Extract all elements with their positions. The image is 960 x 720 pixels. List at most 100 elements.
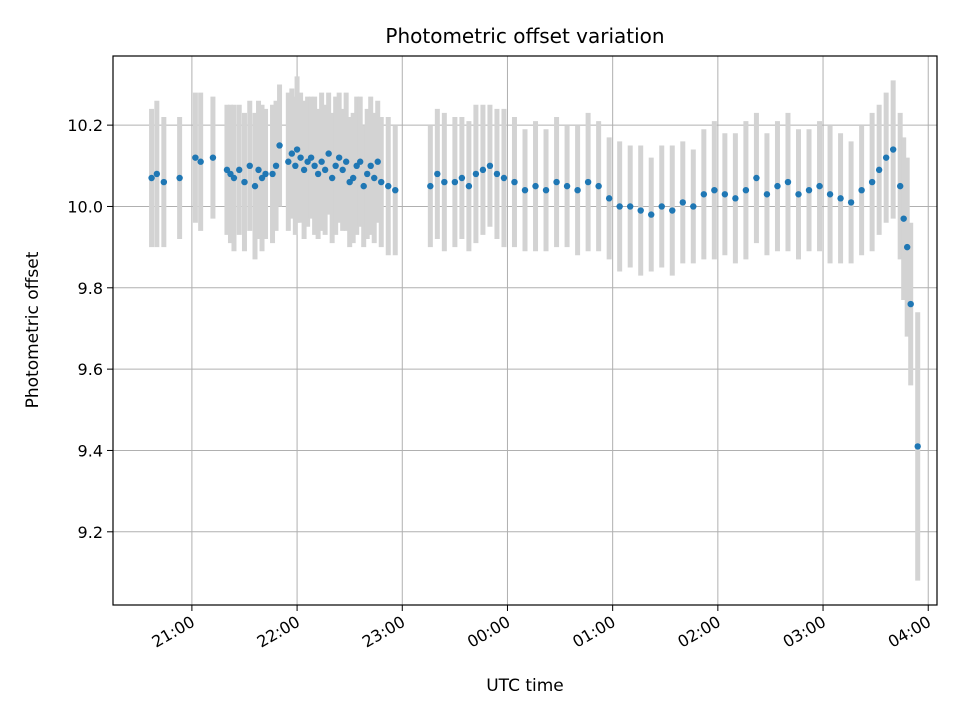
data-point <box>241 178 248 186</box>
data-point <box>486 162 494 169</box>
data-point <box>700 191 708 198</box>
data-point <box>479 166 487 174</box>
data-point <box>339 166 346 174</box>
data-point <box>882 154 890 161</box>
data-point <box>584 178 592 186</box>
data-point <box>784 178 792 186</box>
data-point <box>434 170 441 178</box>
data-point <box>595 182 602 190</box>
data-point <box>392 187 399 194</box>
data-point <box>732 195 739 202</box>
data-point <box>367 162 374 169</box>
data-point <box>511 178 518 186</box>
data-point <box>472 170 480 178</box>
data-point <box>805 187 813 194</box>
data-point <box>325 150 332 157</box>
y-tick-label: 9.4 <box>78 441 103 460</box>
x-tick-label: 03:00 <box>780 612 829 652</box>
data-point <box>626 203 634 210</box>
data-point <box>826 191 834 198</box>
data-point <box>451 178 459 186</box>
data-point <box>637 207 644 214</box>
data-point <box>197 158 204 165</box>
data-point <box>605 195 613 202</box>
data-point <box>500 174 508 182</box>
data-point <box>847 199 855 206</box>
data-point <box>907 300 914 308</box>
data-point <box>332 162 339 169</box>
data-point <box>328 174 336 182</box>
data-point <box>616 203 623 210</box>
data-point <box>148 174 155 182</box>
data-point <box>385 182 392 190</box>
y-ticks: 9.2 9.4 9.6 9.8 10.0 10.2 <box>67 116 113 542</box>
data-point <box>563 182 571 190</box>
data-point <box>427 182 434 190</box>
data-point <box>711 187 718 194</box>
x-tick-label: 00:00 <box>464 612 513 652</box>
data-point <box>914 443 921 450</box>
data-point <box>209 154 217 161</box>
data-point <box>364 170 371 178</box>
data-point <box>378 178 385 186</box>
data-point <box>521 187 529 194</box>
data-point <box>493 170 501 178</box>
data-point <box>574 187 581 194</box>
data-point <box>314 170 322 178</box>
data-point <box>300 166 308 174</box>
data-point <box>230 174 238 182</box>
data-point <box>236 166 243 174</box>
data-point <box>285 158 292 165</box>
data-point <box>795 191 802 198</box>
data-point <box>255 166 262 174</box>
data-point <box>763 191 771 198</box>
data-point <box>669 207 676 214</box>
data-point <box>269 170 276 178</box>
x-tick-label: 23:00 <box>359 612 408 652</box>
data-point <box>349 174 357 182</box>
data-point <box>318 158 325 165</box>
data-point <box>153 170 161 178</box>
x-axis-label: UTC time <box>486 676 564 696</box>
data-point <box>858 187 865 194</box>
data-point <box>679 199 686 206</box>
data-point <box>903 243 911 251</box>
data-point <box>816 182 823 190</box>
y-tick-label: 10.2 <box>67 116 103 135</box>
y-tick-label: 10.0 <box>67 197 103 216</box>
data-point <box>889 146 897 153</box>
data-point <box>307 154 315 161</box>
data-point <box>371 174 378 182</box>
data-point <box>272 162 280 169</box>
data-point <box>875 166 883 174</box>
data-point <box>690 203 697 210</box>
data-point <box>251 182 259 190</box>
x-ticks: 21:00 22:00 23:00 00:00 01:00 02:00 03:00 04:00 <box>148 605 934 652</box>
data-point <box>192 154 199 161</box>
data-point <box>374 158 381 165</box>
data-points <box>148 142 921 450</box>
data-point <box>742 187 750 194</box>
errorbars <box>149 76 921 581</box>
x-tick-label: 02:00 <box>674 612 723 652</box>
y-axis-label: Photometric offset <box>23 251 43 408</box>
data-point <box>262 170 269 178</box>
data-point <box>176 174 183 182</box>
x-tick-label: 04:00 <box>885 612 934 652</box>
plot-frame <box>112 55 938 606</box>
data-point <box>311 162 318 169</box>
data-point <box>532 182 539 190</box>
data-point <box>160 178 168 186</box>
data-point <box>246 162 253 169</box>
data-point <box>753 174 760 182</box>
y-tick-label: 9.2 <box>78 523 103 542</box>
data-point <box>774 182 781 190</box>
data-point <box>837 195 844 202</box>
data-point <box>458 174 466 182</box>
data-point <box>900 215 907 222</box>
data-point <box>276 142 283 149</box>
data-point <box>288 150 296 157</box>
data-point <box>465 182 473 190</box>
data-point <box>553 178 560 186</box>
